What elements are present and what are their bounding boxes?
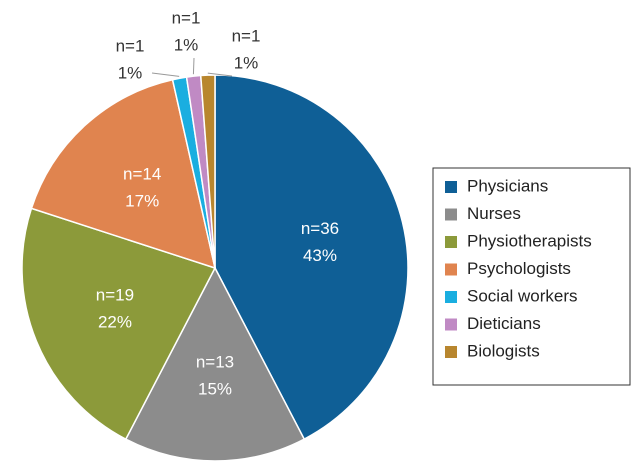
legend-swatch bbox=[445, 181, 457, 193]
leader-line bbox=[192, 57, 195, 75]
value-label: n=1 bbox=[232, 26, 261, 45]
percent-label: 22% bbox=[98, 312, 132, 331]
legend-label: Psychologists bbox=[467, 259, 571, 278]
percent-label: 43% bbox=[303, 246, 337, 265]
legend-label: Dieticians bbox=[467, 314, 541, 333]
legend-label: Nurses bbox=[467, 204, 521, 223]
legend-label: Physiotherapists bbox=[467, 231, 592, 250]
percent-label: 1% bbox=[174, 35, 199, 54]
legend-label: Biologists bbox=[467, 341, 540, 360]
value-label: n=36 bbox=[301, 219, 339, 238]
percent-label: 17% bbox=[125, 192, 159, 211]
legend-label: Physicians bbox=[467, 176, 548, 195]
legend-swatch bbox=[445, 236, 457, 248]
legend-box bbox=[432, 167, 631, 386]
value-label: n=1 bbox=[116, 36, 145, 55]
pie-slice bbox=[124, 266, 306, 462]
value-label: n=14 bbox=[123, 165, 161, 184]
legend-label: Social workers bbox=[467, 286, 578, 305]
percent-label: 1% bbox=[118, 63, 143, 82]
legend-swatch bbox=[445, 291, 457, 303]
value-label: n=1 bbox=[172, 8, 201, 27]
pie-slice bbox=[21, 207, 217, 441]
percent-label: 1% bbox=[234, 53, 259, 72]
percent-label: 15% bbox=[198, 380, 232, 399]
pie-slice bbox=[214, 74, 409, 441]
pie-slice bbox=[199, 74, 216, 269]
value-label: n=19 bbox=[96, 285, 134, 304]
value-label: n=13 bbox=[196, 353, 234, 372]
pie-slice bbox=[30, 78, 217, 270]
legend-swatch bbox=[445, 263, 457, 276]
legend-swatch bbox=[445, 208, 457, 221]
leader-line bbox=[207, 72, 233, 77]
legend-swatch bbox=[445, 318, 457, 331]
leader-line bbox=[151, 72, 180, 77]
legend-swatch bbox=[445, 346, 457, 358]
